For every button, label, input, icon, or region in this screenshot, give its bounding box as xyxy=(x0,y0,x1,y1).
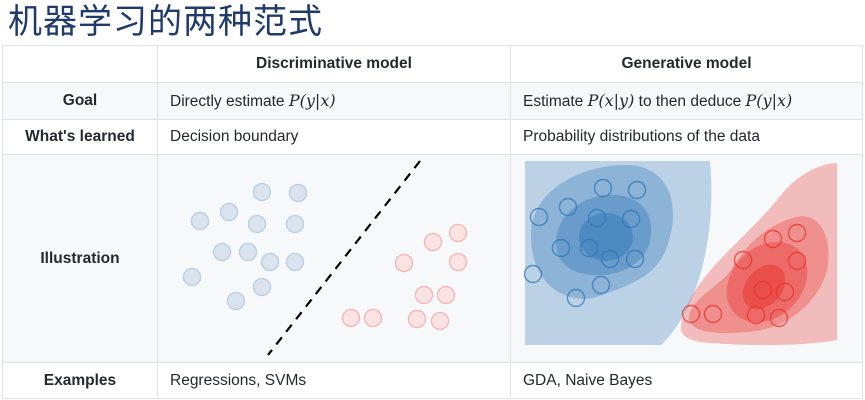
blue-point xyxy=(579,238,599,258)
learned-row: What's learned Decision boundary Probabi… xyxy=(2,119,863,155)
blue-contour-core xyxy=(579,213,633,261)
blue-point xyxy=(523,264,543,284)
blue-point xyxy=(252,277,272,297)
generative-illustration xyxy=(523,161,837,346)
blue-point xyxy=(566,288,586,308)
learned-discriminative-cell: Decision boundary xyxy=(157,119,511,155)
blue-point xyxy=(212,242,232,262)
red-point xyxy=(448,252,468,272)
blue-contour-outer xyxy=(525,161,712,345)
red-contour-core xyxy=(742,264,786,310)
goal-discriminative-formula: P(y|x) xyxy=(288,91,336,110)
red-point xyxy=(753,280,773,300)
blue-point xyxy=(285,252,305,272)
examples-generative-cell: GDA, Naive Bayes xyxy=(510,362,863,399)
red-point xyxy=(448,223,468,243)
blue-point xyxy=(591,275,611,295)
red-class-points xyxy=(681,223,807,328)
blue-point xyxy=(285,214,305,234)
blue-point xyxy=(219,202,239,222)
goal-row: Goal Directly estimate P(y|x) Estimate P… xyxy=(2,82,863,120)
blue-point xyxy=(600,249,620,269)
red-point xyxy=(787,251,807,271)
goal-generative-connector: to then deduce xyxy=(638,93,742,110)
blue-point xyxy=(226,291,246,311)
red-point xyxy=(430,311,450,331)
red-point xyxy=(407,309,427,329)
examples-row: Examples Regressions, SVMs GDA, Naive Ba… xyxy=(2,362,863,399)
examples-discriminative-cell: Regressions, SVMs xyxy=(157,362,511,399)
page-title: 机器学习的两种范式 xyxy=(8,2,323,42)
goal-generative-text: Estimate xyxy=(523,93,584,110)
blue-point xyxy=(190,211,210,231)
red-point xyxy=(436,285,456,305)
blue-point xyxy=(238,242,258,262)
generative-illustration-cell xyxy=(510,154,863,363)
column-header-generative: Generative model xyxy=(510,45,863,83)
blue-point xyxy=(260,252,280,272)
red-density-contours xyxy=(680,163,837,346)
row-label-examples: Examples xyxy=(2,362,158,399)
blue-point xyxy=(182,267,202,287)
red-point xyxy=(363,308,383,328)
blue-point xyxy=(621,209,641,229)
goal-generative-cell: Estimate P(x|y) to then deduce P(y|x) xyxy=(510,82,863,120)
red-point xyxy=(394,253,414,273)
blue-point xyxy=(627,180,647,200)
red-class-points xyxy=(341,223,468,331)
row-label-learned: What's learned xyxy=(2,119,158,155)
goal-generative-formula-posterior: P(y|x) xyxy=(745,91,793,110)
comparison-table: Discriminative model Generative model Go… xyxy=(2,45,863,399)
goal-generative-formula-likelihood: P(x|y) xyxy=(587,91,635,110)
red-point xyxy=(763,229,783,249)
header-row: Discriminative model Generative model xyxy=(2,45,863,83)
blue-point xyxy=(558,197,578,217)
column-header-discriminative: Discriminative model xyxy=(157,45,511,83)
empty-corner-cell xyxy=(2,45,158,83)
red-point xyxy=(769,308,789,328)
discriminative-illustration xyxy=(182,160,468,356)
blue-point xyxy=(288,183,308,203)
red-point xyxy=(341,308,361,328)
illustration-row: Illustration xyxy=(2,154,863,363)
red-point xyxy=(733,250,753,270)
row-label-illustration: Illustration xyxy=(2,154,158,363)
red-point xyxy=(775,282,795,302)
blue-point xyxy=(529,207,549,227)
goal-discriminative-text: Directly estimate xyxy=(170,93,285,110)
blue-class-points xyxy=(523,178,647,308)
red-point xyxy=(746,305,766,325)
goal-discriminative-cell: Directly estimate P(y|x) xyxy=(157,82,511,120)
red-point xyxy=(423,232,443,252)
blue-point xyxy=(587,208,607,228)
blue-point xyxy=(593,178,613,198)
discriminative-illustration-cell xyxy=(157,154,511,363)
blue-class-points xyxy=(182,182,308,311)
red-point xyxy=(703,304,723,324)
red-point xyxy=(681,304,701,324)
blue-point xyxy=(625,249,645,269)
blue-point xyxy=(247,214,267,234)
red-contour-outer xyxy=(680,163,837,346)
blue-point xyxy=(551,238,571,258)
red-point xyxy=(787,223,807,243)
learned-generative-cell: Probability distributions of the data xyxy=(510,119,863,155)
blue-point xyxy=(252,182,272,202)
row-label-goal: Goal xyxy=(2,82,158,120)
red-point xyxy=(414,285,434,305)
